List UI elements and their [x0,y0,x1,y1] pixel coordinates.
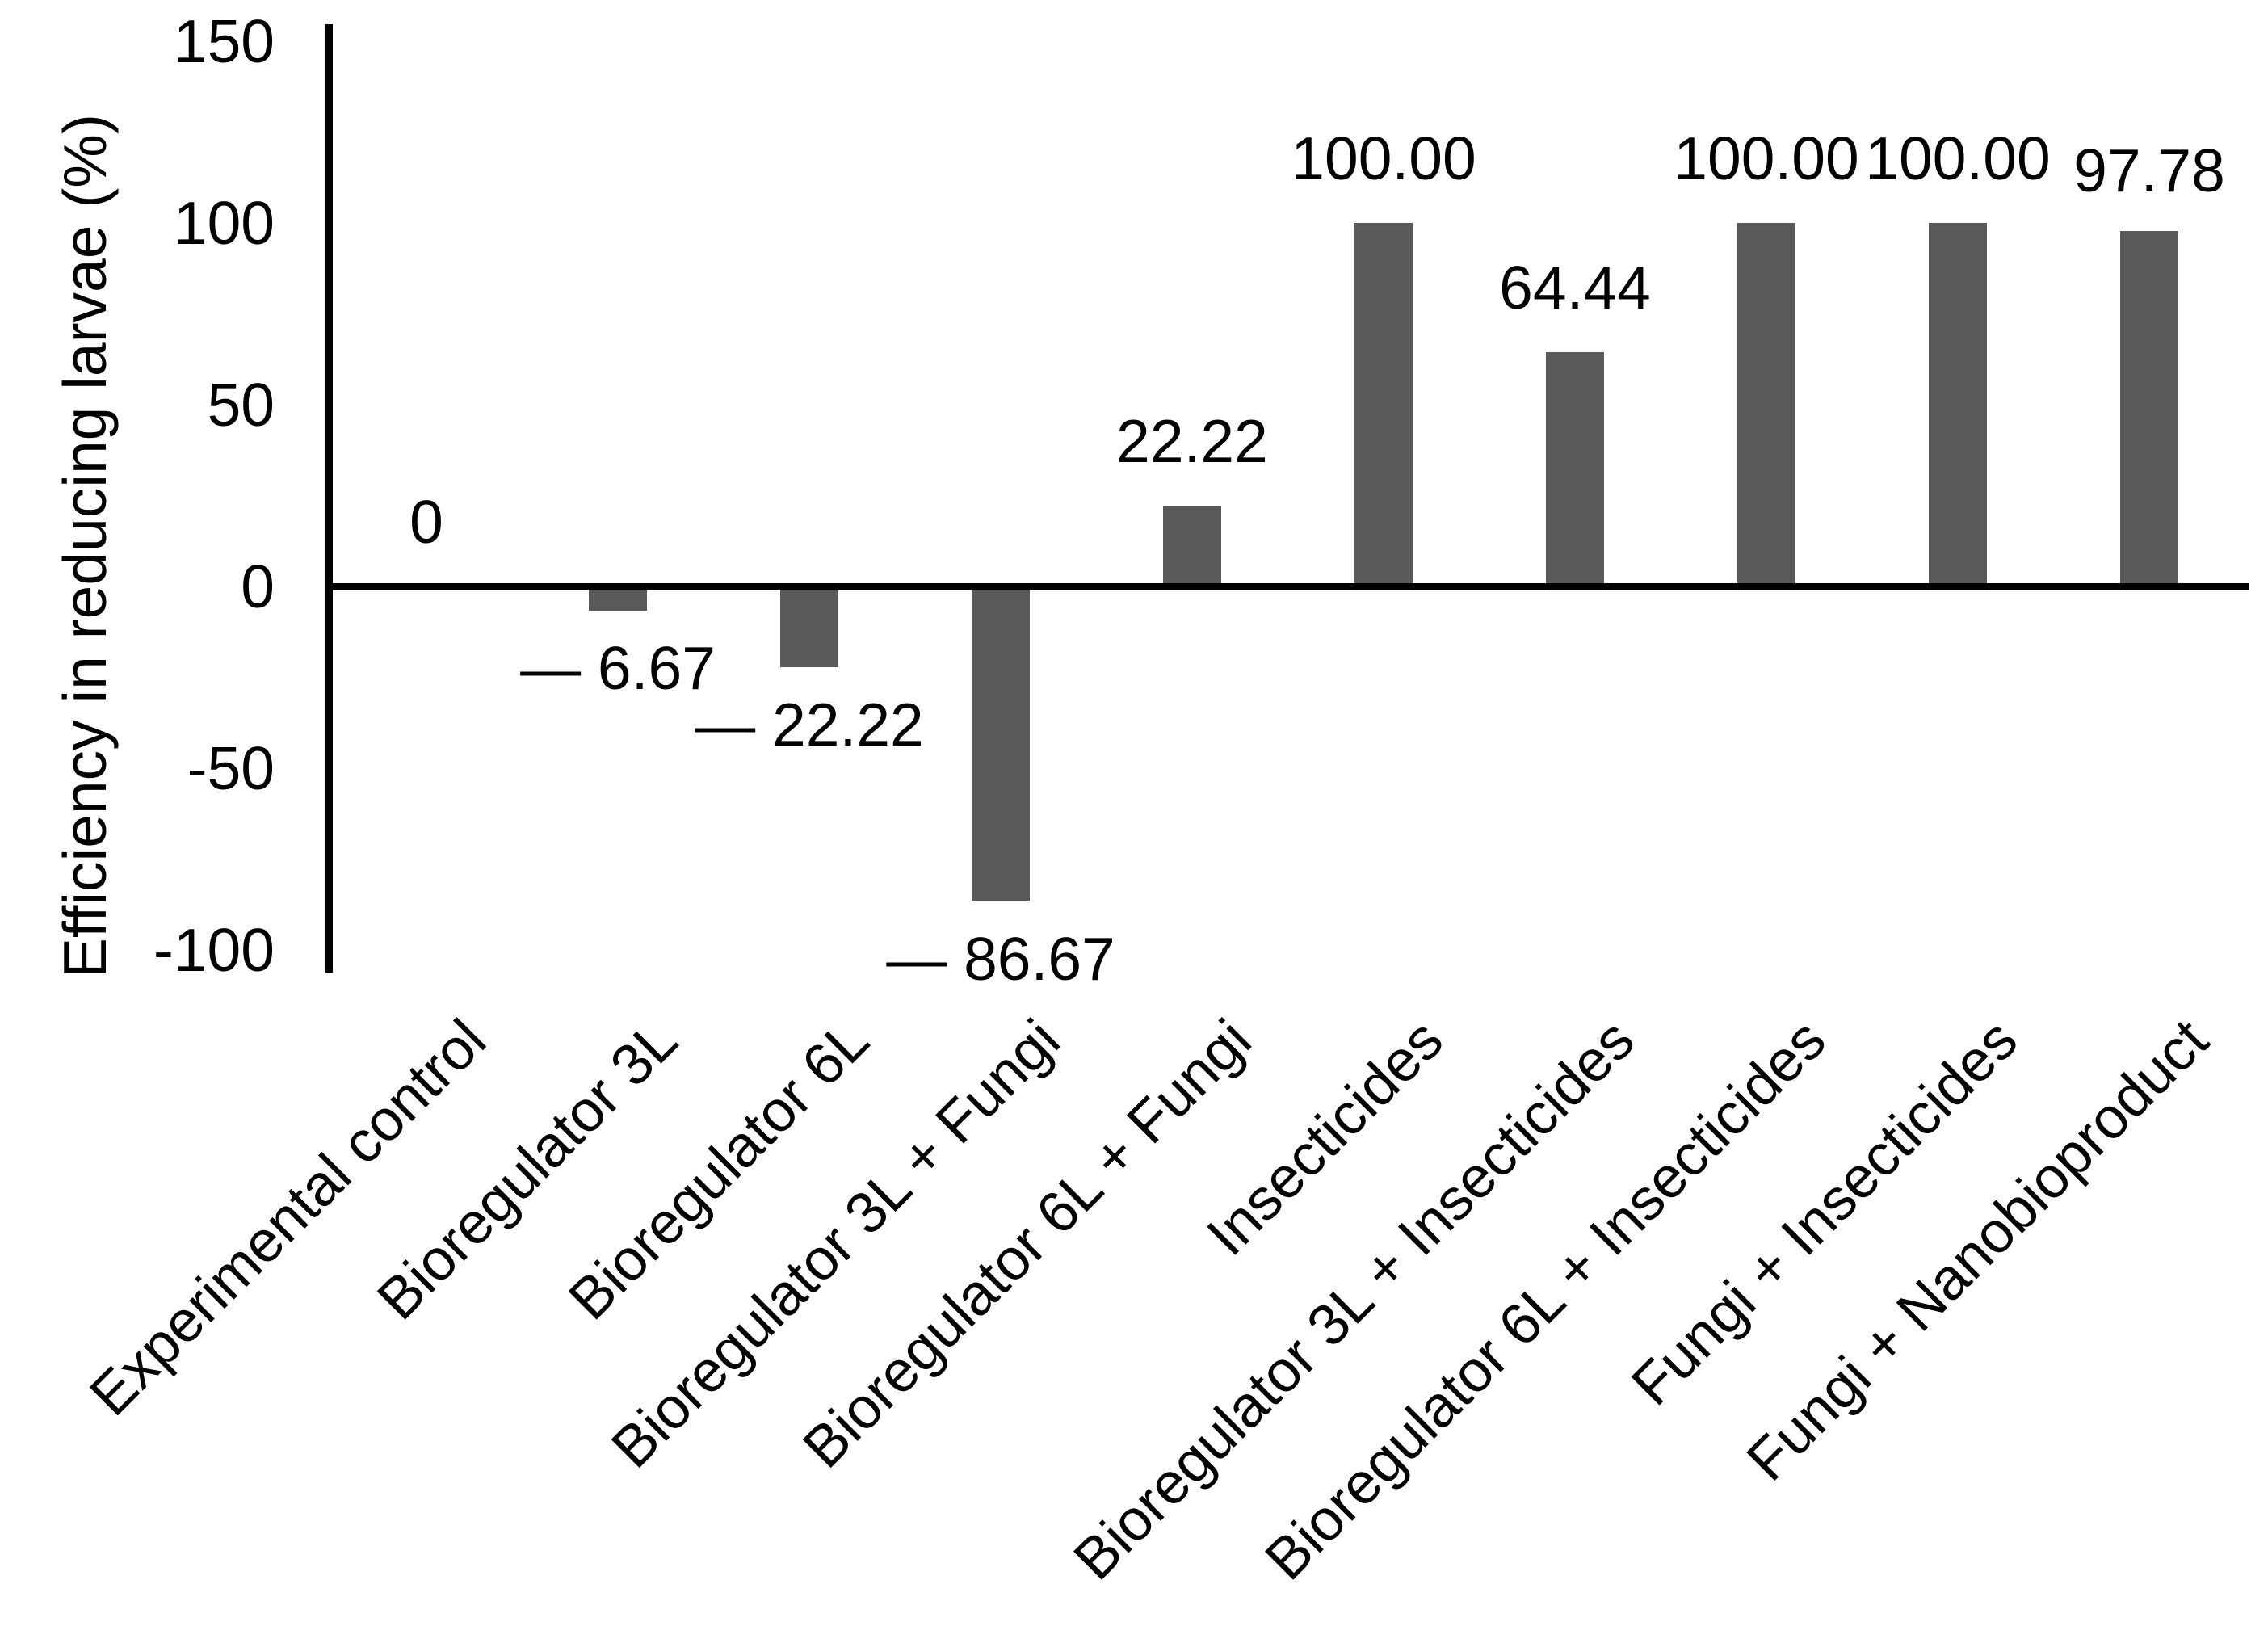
y-tick-label: 0 [241,553,275,620]
bar-bioregulator-6l [780,589,838,667]
bar-bioregulator-3l-fungi [972,589,1030,901]
bar-data-label: — 6.67 [520,634,716,702]
bar-data-label: 22.22 [1116,407,1268,475]
bar-data-label: 100.00 [1865,124,2051,192]
y-axis-line [326,24,333,973]
y-tick-label: -100 [153,916,275,984]
y-tick-label: 50 [207,371,275,439]
bar-data-label: — 86.67 [886,925,1115,993]
bar-bioregulator-3l-insecticides [1546,352,1604,590]
bar-bioregulator-3l [589,589,647,611]
y-tick-label: 150 [173,7,275,75]
bar-data-label: 97.78 [2073,137,2225,204]
bar-fungi-nanobioproduct [2120,231,2178,590]
bar-data-label: 0 [410,488,443,556]
x-category-label: Fungi + Insecticides [1619,1007,2030,1418]
bar-bioregulator-6l-insecticides [1737,223,1796,590]
bar-data-label: 100.00 [1291,124,1476,192]
bar-bioregulator-6l-fungi [1163,506,1221,590]
y-tick-label: 100 [173,189,275,257]
x-axis-zero-line [326,583,2249,590]
bar-fungi-insecticides [1929,223,1987,590]
bar-data-label: — 22.22 [695,691,924,758]
bar-data-label: 100.00 [1674,124,1859,192]
bar-data-label: 64.44 [1499,254,1651,321]
bar-insecticides [1354,223,1413,590]
y-tick-label: -50 [187,734,275,802]
